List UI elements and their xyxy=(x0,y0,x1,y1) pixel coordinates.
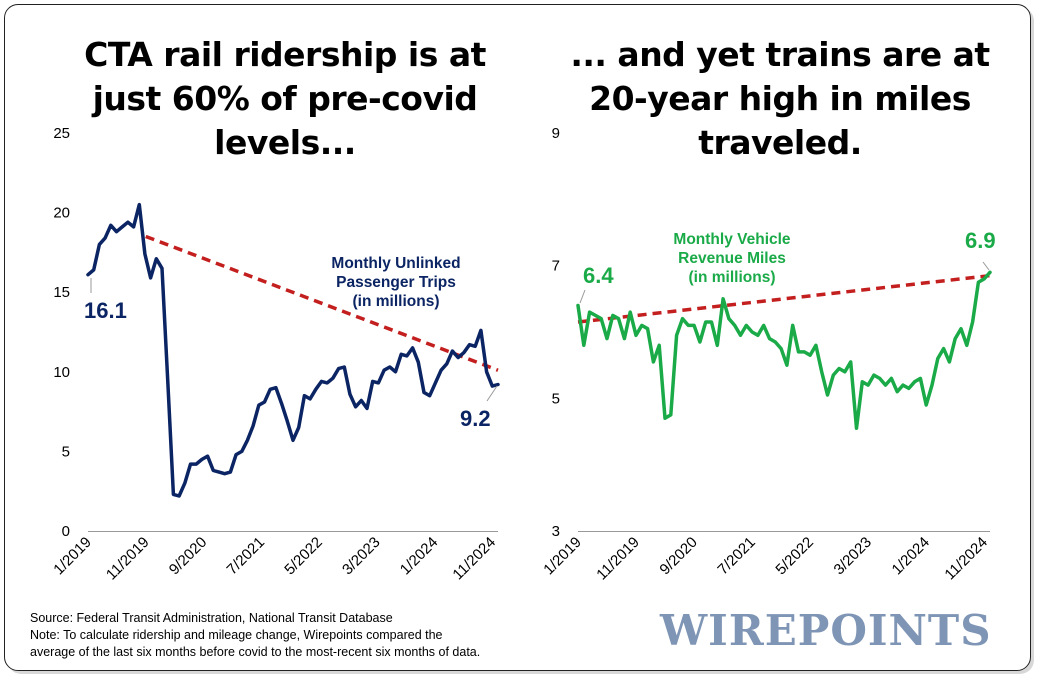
left-x-tick-label: 1/2019 xyxy=(50,534,94,578)
right-series-label-line: Revenue Miles xyxy=(678,250,786,267)
left-x-tick-label: 11/2024 xyxy=(449,534,499,584)
right-series-line xyxy=(576,270,992,430)
right-chart-title: ... and yet trains are at 20-year high i… xyxy=(570,35,990,162)
left-x-tick-label: 9/2020 xyxy=(166,534,210,578)
method-note-line-2: average of the last six months before co… xyxy=(30,645,481,659)
left-trend-line xyxy=(145,234,499,372)
left-y-tick-label: 25 xyxy=(53,125,70,142)
left-start-value-label: 16.1 xyxy=(84,298,127,323)
left-y-tick-label: 0 xyxy=(62,523,70,540)
left-x-tick-label: 3/2023 xyxy=(339,534,383,578)
right-x-tick-label: 1/2024 xyxy=(889,534,933,578)
right-end-value-label: 6.9 xyxy=(965,228,996,253)
left-y-tick-label: 5 xyxy=(62,443,70,460)
right-start-leader xyxy=(579,289,586,304)
left-x-tick-label: 1/2024 xyxy=(397,534,441,578)
right-y-tick-label: 9 xyxy=(552,125,560,142)
right-series-label-line: Monthly Vehicle xyxy=(673,231,791,248)
left-y-tick-label: 15 xyxy=(53,284,70,301)
right-x-tick-label: 7/2021 xyxy=(714,534,758,578)
right-x-tick-label: 11/2019 xyxy=(593,534,643,584)
wirepoints-logo: WIREPOINTS xyxy=(660,606,992,655)
left-end-leader xyxy=(486,385,498,402)
left-series-label-line: Passenger Trips xyxy=(336,274,456,291)
right-y-tick-label: 5 xyxy=(552,390,560,407)
left-chart-title: CTA rail ridership is at just 60% of pre… xyxy=(84,35,486,162)
right-end-leader xyxy=(982,261,990,271)
right-x-tick-label: 5/2022 xyxy=(772,534,816,578)
footer-notes: Source: Federal Transit Administration, … xyxy=(30,610,480,661)
right-series-label-line: (in millions) xyxy=(689,269,776,286)
left-x-tick-label: 7/2021 xyxy=(224,534,268,578)
left-series-label-line: Monthly Unlinked xyxy=(331,255,460,272)
right-start-value-label: 6.4 xyxy=(583,263,614,288)
right-y-tick-label: 3 xyxy=(552,523,560,540)
left-series-line xyxy=(86,202,500,498)
source-note: Source: Federal Transit Administration, … xyxy=(30,611,393,625)
right-x-tick-label: 3/2023 xyxy=(830,534,874,578)
left-end-value-label: 9.2 xyxy=(460,406,491,431)
right-trend-line xyxy=(577,273,991,324)
left-y-tick-label: 20 xyxy=(53,205,70,222)
left-series-label-line: (in millions) xyxy=(353,293,440,310)
right-x-tick-label: 1/2019 xyxy=(540,534,584,578)
left-y-tick-label: 10 xyxy=(53,364,70,381)
chart-frame: CTA rail ridership is at just 60% of pre… xyxy=(4,4,1031,671)
method-note-line-1: Note: To calculate ridership and mileage… xyxy=(30,628,443,642)
left-x-tick-label: 5/2022 xyxy=(281,534,325,578)
right-y-tick-label: 7 xyxy=(552,258,560,275)
right-x-tick-label: 11/2024 xyxy=(941,534,991,584)
left-x-tick-label: 11/2019 xyxy=(103,534,153,584)
right-x-tick-label: 9/2020 xyxy=(656,534,700,578)
